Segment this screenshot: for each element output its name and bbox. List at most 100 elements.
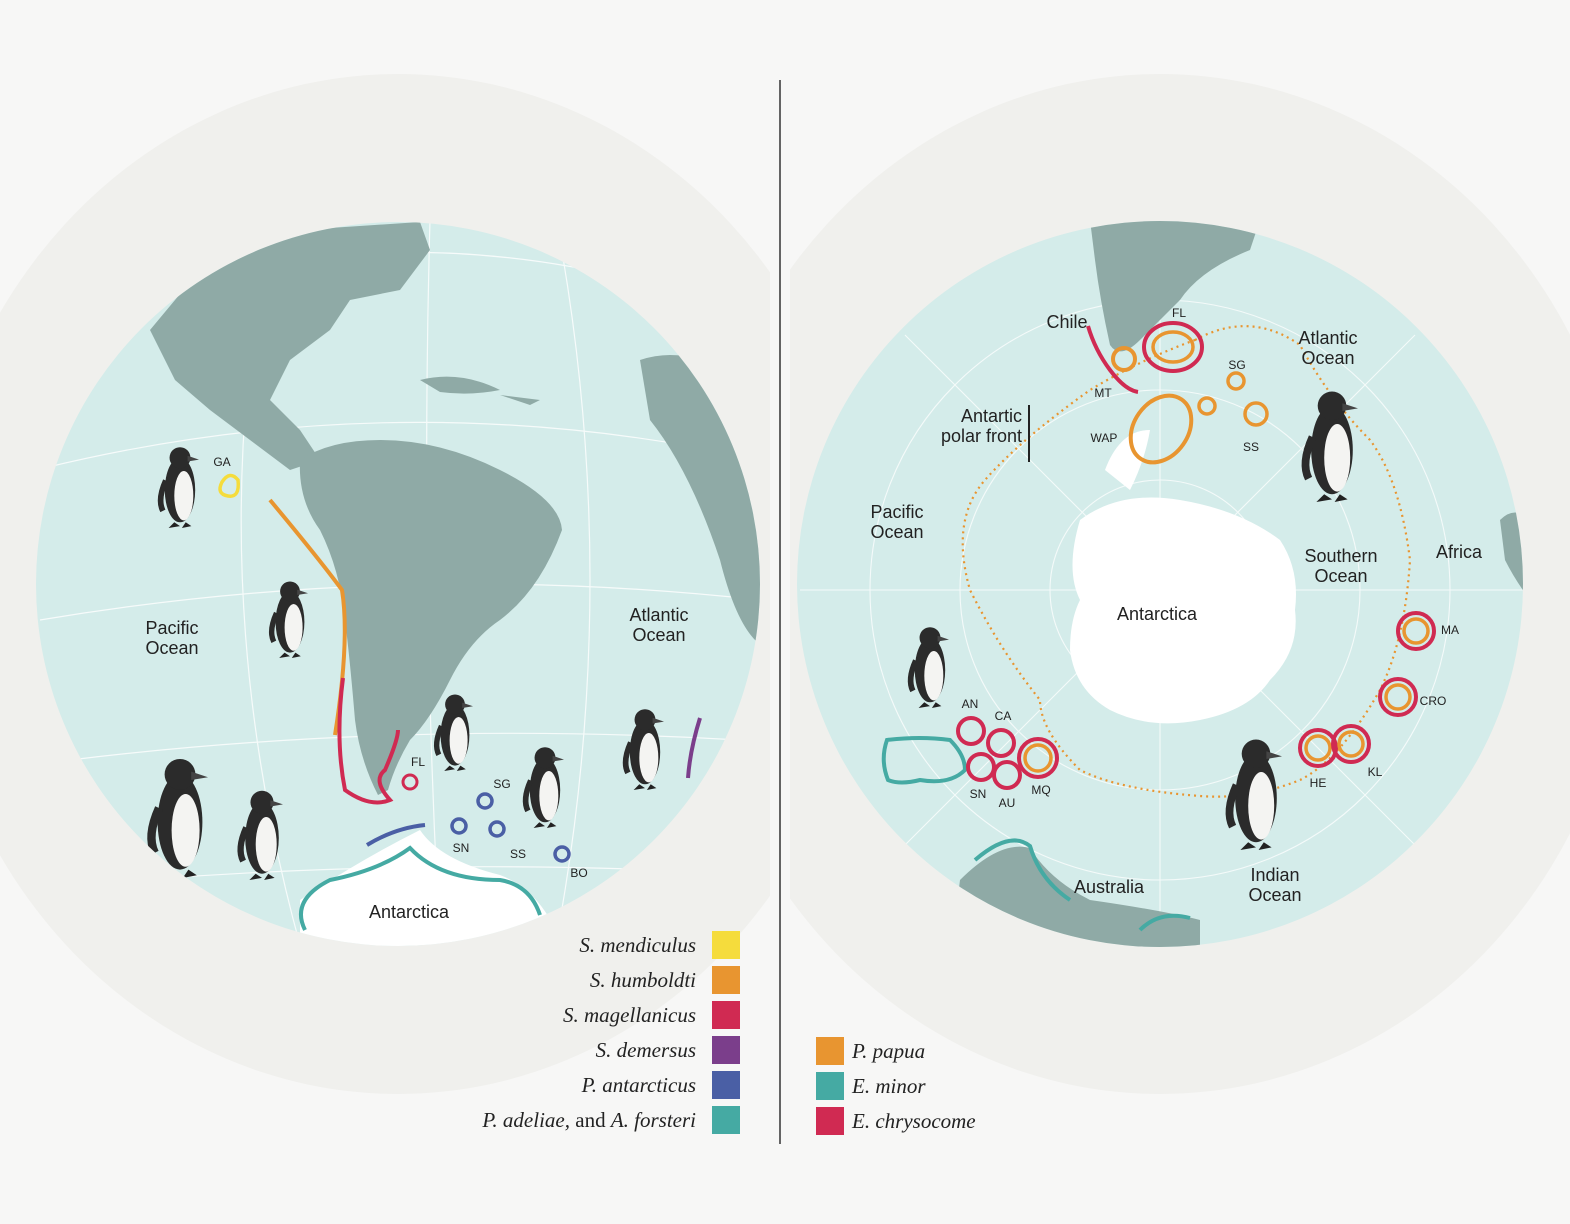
legend-swatch-crimson xyxy=(816,1107,844,1135)
legend-swatch-blue xyxy=(712,1071,740,1099)
site-so xyxy=(1197,396,1217,416)
legend-label: P. adeliae, and A. forsteri xyxy=(482,1107,696,1132)
site-label-mt: MT xyxy=(1094,386,1112,400)
site-label-ss-right: SS xyxy=(1243,440,1259,454)
ocean-label-atlantic-line1: Atlantic xyxy=(629,605,688,625)
site-wap xyxy=(1128,393,1194,465)
legend-item-p-adeliae: P. adeliae, and A. forsteri xyxy=(0,1105,740,1135)
site-kl xyxy=(1331,724,1371,764)
site-an xyxy=(956,716,986,746)
label-pacific-2: Ocean xyxy=(870,522,923,542)
site-sn-left xyxy=(450,817,468,835)
site-label-sn-right: SN xyxy=(970,787,987,801)
site-ss-right xyxy=(1243,401,1269,427)
site-ca xyxy=(986,728,1016,758)
label-indian-1: Indian xyxy=(1250,865,1299,885)
site-ma xyxy=(1396,611,1436,651)
site-mt xyxy=(1111,346,1137,372)
legend-item-s-mendiculus: S. mendiculus xyxy=(0,930,740,960)
legend-swatch-yellow xyxy=(712,931,740,959)
legend-label: E. minor xyxy=(852,1073,926,1098)
legend-item-e-chrysocome: E. chrysocome xyxy=(816,1106,976,1136)
site-label-wap: WAP xyxy=(1091,431,1118,445)
south-america-tip-landmass xyxy=(1090,221,1260,352)
site-label-ss: SS xyxy=(510,847,526,861)
label-atlantic-1: Atlantic xyxy=(1298,328,1357,348)
site-label-fl: FL xyxy=(411,755,425,769)
antarctic-polar-front-line xyxy=(961,325,1412,798)
site-ss-left xyxy=(488,820,506,838)
site-sg-right xyxy=(1226,371,1246,391)
label-africa: Africa xyxy=(1436,542,1483,562)
south-america-landmass xyxy=(299,440,562,795)
legend-label: S. demersus xyxy=(595,1037,696,1062)
site-mq xyxy=(1017,737,1059,779)
site-label-kl: KL xyxy=(1368,765,1383,779)
label-indian-2: Ocean xyxy=(1248,885,1301,905)
range-p-adeliae xyxy=(299,845,542,931)
label-chile: Chile xyxy=(1046,312,1087,332)
right-globe: Chile Atlantic Ocean Antartic polar fron… xyxy=(797,221,1523,947)
site-label-sn: SN xyxy=(453,841,470,855)
left-globe: Pacific Ocean Atlantic Ocean Antarctica … xyxy=(36,222,760,946)
site-label-sg: SG xyxy=(493,777,510,791)
legend-label: P. papua xyxy=(852,1038,926,1063)
site-cro xyxy=(1378,677,1418,717)
site-fl-crimson xyxy=(1142,321,1204,373)
site-sg-left xyxy=(476,792,494,810)
site-label-ga: GA xyxy=(213,455,230,469)
legend-label: S. mendiculus xyxy=(579,932,696,957)
legend-swatch-orange xyxy=(712,966,740,994)
label-pacific-1: Pacific xyxy=(870,502,923,522)
site-sn-right xyxy=(966,752,996,782)
site-label-he: HE xyxy=(1310,776,1327,790)
label-polar-front-2: polar front xyxy=(941,426,1022,446)
site-label-sg-right: SG xyxy=(1228,358,1245,372)
site-label-cro: CRO xyxy=(1420,694,1447,708)
legend-swatch-teal xyxy=(712,1106,740,1134)
legend-item-e-minor: E. minor xyxy=(816,1071,926,1101)
site-label-bo: BO xyxy=(570,866,587,880)
site-label-mq: MQ xyxy=(1031,783,1050,797)
label-southern-1: Southern xyxy=(1304,546,1377,566)
antarctica-landmass xyxy=(300,830,560,946)
label-polar-front-1: Antartic xyxy=(961,406,1022,426)
legend-label: S. humboldti xyxy=(589,967,696,992)
site-fl-orange xyxy=(1151,330,1195,364)
range-p-antarcticus xyxy=(365,823,426,847)
site-label-fl-right: FL xyxy=(1172,306,1186,320)
site-bo-left xyxy=(553,845,571,863)
legend-item-s-demersus: S. demersus xyxy=(0,1035,740,1065)
legend-item-p-papua: P. papua xyxy=(816,1036,925,1066)
site-au xyxy=(992,760,1022,790)
range-s-magellanicus xyxy=(337,677,400,805)
legend-item-s-magellanicus: S. magellanicus xyxy=(0,1000,740,1030)
legend-swatch-crimson xyxy=(712,1001,740,1029)
range-e-chrysocome-chile xyxy=(1086,325,1139,394)
legend-label: E. chrysocome xyxy=(852,1108,976,1133)
legend-item-p-antarcticus: P. antarcticus xyxy=(0,1070,740,1100)
range-e-minor-nz xyxy=(881,736,968,785)
site-label-ma: MA xyxy=(1441,623,1459,637)
legend-label: P. antarcticus xyxy=(581,1072,696,1097)
ocean-label-pacific-line1: Pacific xyxy=(145,618,198,638)
range-s-demersus xyxy=(686,717,702,779)
site-label-ca: CA xyxy=(995,709,1012,723)
ocean-label-atlantic-line2: Ocean xyxy=(632,625,685,645)
legend-swatch-orange xyxy=(816,1037,844,1065)
legend-swatch-teal xyxy=(816,1072,844,1100)
legend-swatch-purple xyxy=(712,1036,740,1064)
ocean-label-pacific-line2: Ocean xyxy=(145,638,198,658)
antarctica-label-left: Antarctica xyxy=(369,902,450,922)
site-label-au: AU xyxy=(999,796,1016,810)
antarctica-landmass-right xyxy=(1070,497,1296,724)
site-label-an: AN xyxy=(962,697,979,711)
site-he xyxy=(1298,728,1338,768)
range-e-minor-australia xyxy=(973,838,1191,932)
legend-label: S. magellanicus xyxy=(563,1002,696,1027)
site-fl-left xyxy=(401,773,419,791)
legend-item-s-humboldti: S. humboldti xyxy=(0,965,740,995)
label-atlantic-2: Ocean xyxy=(1301,348,1354,368)
range-s-mendiculus xyxy=(218,473,241,498)
label-southern-2: Ocean xyxy=(1314,566,1367,586)
